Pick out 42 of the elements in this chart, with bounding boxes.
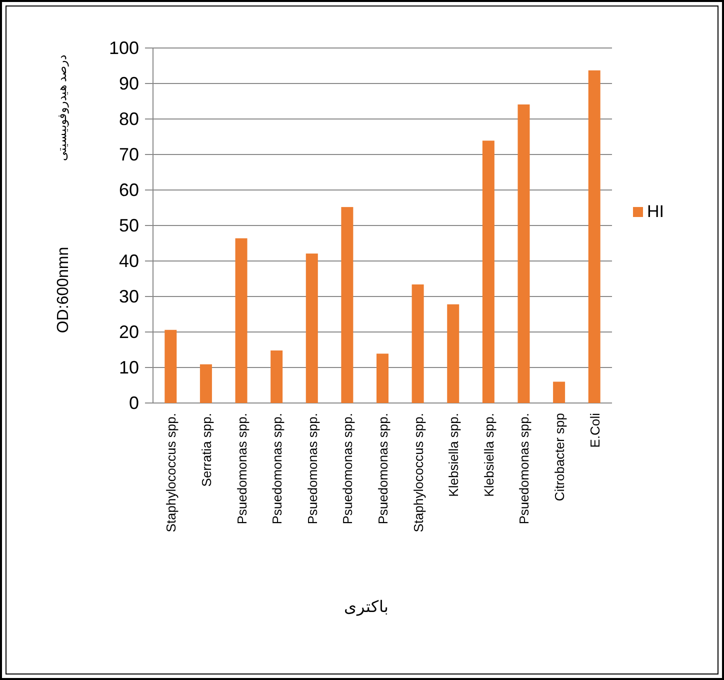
bar [412, 284, 424, 403]
y-tick-label: 70 [118, 144, 139, 164]
x-tick-label: Psuedomonas spp. [270, 413, 285, 524]
x-tick-label: Psuedomonas spp. [304, 413, 320, 524]
x-tick-label: Psuedomonas spp. [340, 413, 356, 524]
y-tick-label: 90 [118, 74, 139, 94]
y-tick-label: 0 [128, 393, 139, 413]
x-axis-title: باکتری [344, 599, 388, 616]
bar [376, 354, 388, 403]
y-tick-label: 50 [118, 216, 139, 236]
bar [341, 207, 354, 403]
x-tick-label: Psuedomonas spp. [516, 413, 532, 524]
bar [553, 382, 566, 403]
x-tick-label: Psuedomonas spp. [234, 413, 250, 524]
x-tick-label: Klebsiella spp. [481, 413, 496, 497]
bar [164, 330, 177, 403]
x-tick-label: Citrobacter spp [552, 413, 568, 502]
y-tick-label: 30 [118, 286, 139, 306]
legend-label: HI [647, 202, 664, 221]
x-tick-label: Staphylococcus spp. [410, 413, 426, 532]
x-tick-label: Psuedomonas spp. [376, 413, 390, 524]
x-tick-label: Klebsiella spp. [446, 413, 462, 497]
bar [200, 364, 212, 403]
legend: HI [633, 202, 664, 221]
bar [518, 104, 530, 403]
bar [306, 254, 318, 403]
y-tick-label: 20 [118, 322, 139, 342]
text: درصد هیدروفوبیسیتی [55, 54, 69, 162]
y-tick-label: 60 [118, 180, 139, 200]
x-tick-label: Serratia spp. [198, 413, 214, 487]
bar [588, 70, 600, 403]
x-tick-label: Staphylococcus spp. [164, 413, 179, 532]
bar [447, 304, 460, 403]
y-tick-label: 40 [118, 251, 139, 271]
y-tick-label: 100 [108, 38, 139, 58]
bar [482, 140, 494, 403]
bar [270, 350, 283, 403]
y-tick-label: 80 [118, 109, 139, 129]
x-tick-label: E.Coli [587, 412, 602, 448]
y-axis-title: OD:600nmn [55, 246, 72, 334]
y-tick-label: 10 [118, 358, 139, 378]
bar [235, 238, 248, 403]
